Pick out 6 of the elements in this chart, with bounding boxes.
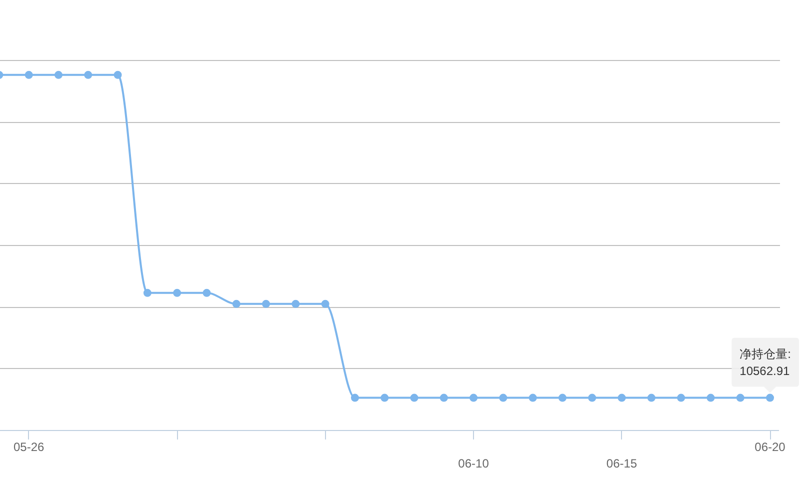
x-tick-label: 06-20 — [754, 440, 786, 454]
x-tick-label: 06-10 — [458, 456, 490, 471]
x-tick-label: 06-15 — [606, 456, 638, 471]
annotation: 净持仓量: 10562.91 — [740, 346, 791, 378]
annotation: 净持仓量: 10562.91 — [732, 338, 799, 393]
x-tick-label: 05-26 — [13, 440, 45, 454]
